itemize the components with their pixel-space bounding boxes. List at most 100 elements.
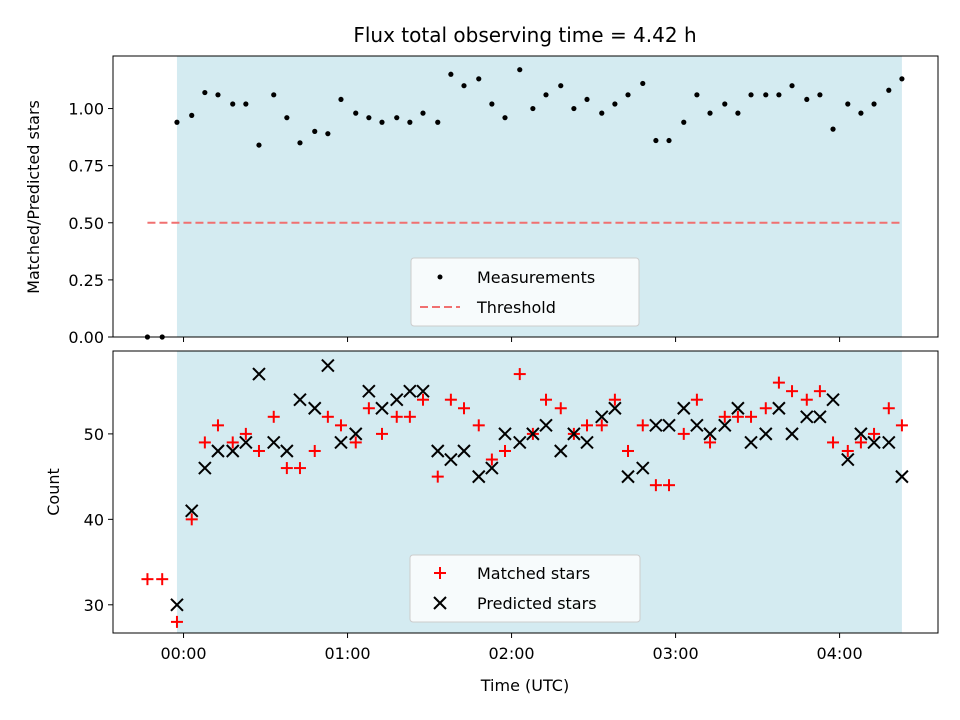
legend-matched-label: Matched stars [477, 564, 590, 583]
measurement-point [789, 83, 795, 89]
bottom-y-axis-label: Count [44, 468, 63, 516]
matched-star-point [622, 444, 635, 457]
measurement-point [543, 92, 549, 98]
measurement-point [243, 101, 249, 107]
measurement-point [748, 92, 754, 98]
measurement-point [297, 140, 303, 146]
predicted-star-point [375, 401, 389, 415]
predicted-star-point [498, 427, 512, 441]
predicted-star-point [334, 435, 348, 450]
measurement-point [353, 110, 359, 116]
matched-star-point [280, 462, 293, 475]
x-axis-label: Time (UTC) [480, 676, 569, 695]
matched-star-point [444, 393, 457, 406]
predicted-star-point [239, 435, 253, 450]
matched-star-point [554, 402, 567, 415]
bottom-y-ticks: 30 40 50 [84, 425, 113, 615]
matched-star-point [321, 410, 334, 423]
bottom-y-tick-label: 30 [84, 596, 104, 615]
top-y-tick-label: 1.00 [68, 100, 104, 119]
measurement-point [230, 101, 236, 107]
measurement-point [312, 128, 318, 134]
predicted-star-point [211, 444, 225, 458]
measurement-point [394, 115, 400, 121]
matched-star-point [731, 410, 744, 423]
matched-star-point [431, 470, 444, 483]
legend-measurements-label: Measurements [477, 268, 595, 287]
matched-star-point [211, 419, 224, 432]
predicted-star-point [513, 435, 527, 450]
top-y-axis-label: Matched/Predicted stars [24, 100, 43, 294]
matched-star-point [457, 402, 470, 415]
predicted-star-point [567, 427, 581, 441]
matched-star-point [141, 573, 154, 586]
matched-star-point [472, 419, 485, 432]
predicted-star-point [718, 418, 732, 433]
predicted-star-point [580, 435, 594, 450]
predicted-star-point [690, 418, 704, 433]
matched-star-point [649, 479, 662, 492]
matched-star-point [677, 427, 690, 440]
predicted-star-point [759, 427, 773, 441]
matched-star-point [759, 402, 772, 415]
chart-title: Flux total observing time = 4.42 h [353, 23, 696, 47]
matched-star-point [185, 513, 198, 526]
top-x-ticks [183, 337, 841, 342]
measurement-point [215, 92, 221, 98]
measurement-point [681, 119, 687, 125]
measurement-point [366, 115, 372, 121]
matched-star-point [718, 410, 731, 423]
measurement-point [256, 142, 262, 148]
predicted-star-point [621, 469, 635, 484]
predicted-star-point [854, 427, 868, 441]
measurement-point [858, 110, 864, 116]
legend-measurements-marker [437, 274, 443, 280]
top-y-tick-label: 0.25 [68, 271, 104, 290]
measurement-point [612, 101, 618, 107]
matched-star-point [267, 410, 280, 423]
predicted-star-point [731, 401, 745, 415]
predicted-star-point [744, 435, 758, 450]
predicted-star-point [841, 452, 855, 467]
matched-star-point [813, 385, 826, 398]
measurement-point [558, 83, 564, 89]
measurement-points [144, 67, 905, 340]
matched-star-point [786, 385, 799, 398]
top-y-tick-label: 0.75 [68, 157, 104, 176]
measurement-point [284, 115, 290, 121]
predicted-star-point [526, 427, 540, 441]
matched-star-point [198, 436, 211, 449]
bottom-legend-box [409, 554, 641, 623]
predicted-star-point [431, 444, 445, 458]
measurement-point [584, 96, 590, 103]
measurement-point [271, 92, 277, 98]
measurement-point [338, 96, 344, 103]
bottom-panel: 30 40 50 00:00 01:00 02:00 03:00 04:00 Count T… [44, 350, 939, 695]
predicted-star-point [444, 452, 458, 467]
measurement-point [420, 110, 426, 116]
measurement-point [517, 67, 523, 73]
matched-star-point [895, 419, 908, 432]
measurement-point [379, 119, 385, 125]
matched-star-point [513, 368, 526, 381]
measurement-point [694, 92, 700, 98]
top-y-tick-label: 0.50 [68, 214, 104, 233]
x-tick-label: 02:00 [489, 644, 535, 663]
matched-star-point [375, 427, 388, 440]
predicted-star-point [252, 367, 266, 381]
measurement-point [489, 101, 495, 107]
top-panel: 0.00 0.25 0.50 0.75 1.00 Matched/Predicted s… [24, 55, 939, 347]
predicted-star-point [390, 393, 404, 407]
predicted-star-point [198, 461, 212, 475]
measurement-point [435, 119, 441, 125]
measurement-point [899, 76, 905, 82]
measurement-point [666, 137, 672, 144]
measurement-point [763, 92, 769, 98]
measurement-point [640, 80, 646, 87]
top-y-tick-label: 0.00 [68, 328, 104, 347]
predicted-star-point [867, 435, 881, 450]
matched-star-point [854, 436, 867, 449]
predicted-star-point [677, 401, 691, 415]
matched-star-point [308, 444, 321, 457]
bottom-y-tick-label: 50 [84, 425, 104, 444]
